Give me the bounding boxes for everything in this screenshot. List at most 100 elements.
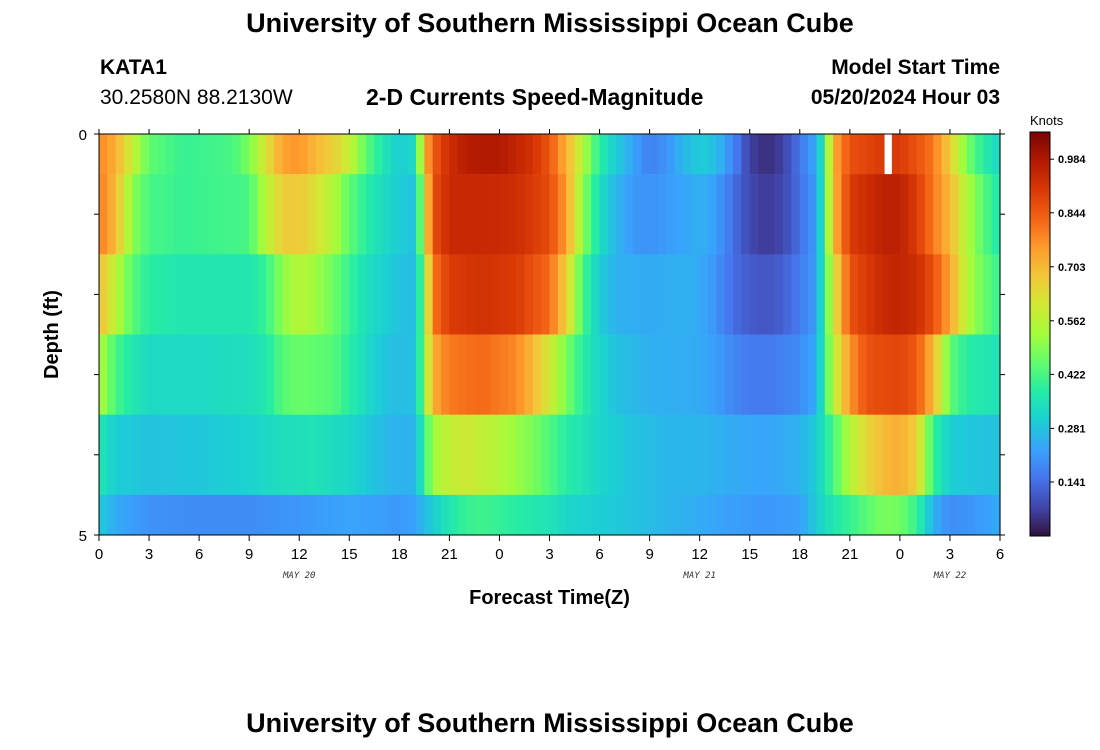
x-tick-label: 21 [441, 546, 458, 563]
heatmap-cell [783, 254, 793, 335]
heatmap-cell [157, 334, 167, 415]
heatmap-cell [799, 254, 809, 335]
heatmap-cell [641, 414, 651, 496]
x-tick-label: 18 [391, 546, 408, 563]
heatmap-cell [340, 494, 350, 536]
heatmap-cell [858, 254, 868, 335]
heatmap-cell [340, 334, 350, 415]
heatmap-cell [215, 254, 225, 335]
heatmap-cell [232, 334, 242, 415]
heatmap-cell [324, 134, 334, 175]
heatmap-cell [966, 134, 976, 175]
heatmap-cell [866, 254, 876, 335]
heatmap-cell [966, 414, 976, 496]
heatmap-cell [949, 174, 959, 255]
heatmap-cell [883, 334, 893, 415]
heatmap-cell [349, 414, 359, 496]
heatmap-cell [741, 174, 751, 255]
x-tick-label: 6 [595, 546, 603, 563]
heatmap-cell [424, 334, 434, 415]
heatmap-cell [582, 134, 592, 175]
heatmap-cell [916, 134, 926, 175]
heatmap-cell [724, 134, 734, 175]
heatmap-cell [983, 254, 993, 335]
heatmap-cell [774, 254, 784, 335]
heatmap-cell [682, 254, 692, 335]
heatmap-cell [841, 254, 851, 335]
heatmap-cell [908, 414, 918, 496]
heatmap-cell [607, 134, 617, 175]
heatmap-cell [249, 254, 259, 335]
heatmap-cell [649, 174, 659, 255]
heatmap-cell [716, 414, 726, 496]
heatmap-cell [983, 494, 993, 536]
heatmap-cell [582, 254, 592, 335]
heatmap-cell [466, 494, 476, 536]
heatmap-cell [315, 414, 325, 496]
heatmap-cell [474, 134, 484, 175]
heatmap-cell [632, 494, 642, 536]
heatmap-cell [708, 174, 717, 255]
heatmap-cell [182, 334, 192, 415]
heatmap-cell [416, 134, 425, 175]
heatmap-cell [449, 254, 459, 335]
heatmap-cell [265, 174, 275, 255]
heatmap-cell [758, 254, 767, 335]
heatmap-cell [866, 334, 876, 415]
heatmap-cell [607, 254, 617, 335]
heatmap-cell [899, 494, 909, 536]
heatmap-cell [833, 134, 843, 175]
heatmap-cell [390, 134, 400, 175]
heatmap-cell [424, 134, 434, 175]
heatmap-cell [174, 334, 184, 415]
heatmap-cell [983, 334, 993, 415]
heatmap-cell [332, 174, 342, 255]
heatmap-cell [708, 134, 717, 175]
heatmap-cell [390, 494, 400, 536]
heatmap-cell [466, 414, 476, 496]
heatmap-cell [149, 334, 158, 415]
heatmap-cell [632, 414, 642, 496]
heatmap-cell [949, 494, 959, 536]
heatmap-cell [641, 254, 651, 335]
heatmap-cell [407, 494, 417, 536]
heatmap-cell [274, 254, 284, 335]
colorbar-tick-label: 0.141 [1058, 477, 1086, 489]
heatmap-cell [599, 254, 609, 335]
heatmap-cell [899, 254, 909, 335]
heatmap-cell [816, 334, 826, 415]
heatmap-cell [891, 494, 901, 536]
heatmap-cell [499, 414, 509, 496]
heatmap-cell [899, 174, 909, 255]
heatmap-cell [149, 134, 158, 175]
heatmap-cell [766, 494, 776, 536]
heatmap-cell [733, 334, 742, 415]
heatmap-cell [374, 494, 384, 536]
heatmap-cell [532, 334, 542, 415]
heatmap-cell [274, 334, 284, 415]
heatmap-cell [449, 494, 459, 536]
heatmap-cell [474, 414, 484, 496]
heatmap-cell [607, 174, 617, 255]
heatmap-cell [99, 174, 108, 255]
heatmap-cell [741, 254, 751, 335]
heatmap-cell [541, 414, 551, 496]
heatmap-cell [507, 414, 517, 496]
heatmap-cell [849, 174, 859, 255]
heatmap-cell [866, 494, 876, 536]
heatmap-cell [557, 174, 567, 255]
heatmap-cell [616, 174, 626, 255]
heatmap-cell [132, 254, 142, 335]
heatmap-cell [783, 174, 793, 255]
heatmap-cell [808, 134, 818, 175]
heatmap-cell [966, 334, 976, 415]
heatmap-cell [933, 414, 943, 496]
heatmap-cell [307, 134, 317, 175]
heatmap-cell [649, 134, 659, 175]
heatmap-cell [532, 414, 542, 496]
heatmap-cell [833, 334, 843, 415]
heatmap-cell [507, 494, 517, 536]
heatmap-cell [691, 414, 701, 496]
heatmap-cell [874, 494, 884, 536]
